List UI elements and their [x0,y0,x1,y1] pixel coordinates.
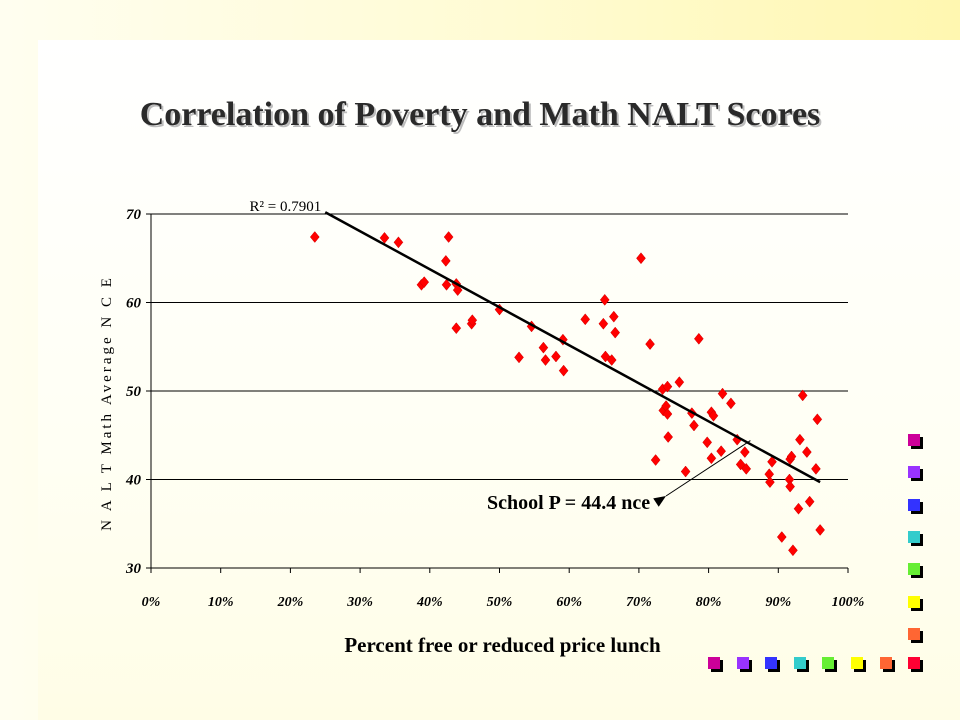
decor-square [908,563,920,576]
decor-square [908,595,920,608]
decor-square [908,498,920,511]
data-point [802,446,812,458]
decor-square [908,657,921,669]
data-point [680,465,691,478]
annotation-arrow-line [665,440,751,497]
decor-square [879,657,892,669]
chart-labels: 30 40 50 60 70 0% 10% 20% 30% 40% 50% 60% 70% 80% 90% 1… [99,199,864,657]
data-point [795,433,805,446]
data-point [451,322,462,335]
x-tick-label: 10% [208,595,234,610]
data-point [441,278,452,291]
grid-lines [151,213,848,569]
data-point [663,431,673,443]
y-axis-title: N A L T Math Average N C E [99,275,115,531]
y-tick-label: 70 [126,207,142,223]
data-point [606,354,617,366]
data-points [309,231,825,557]
chart-title: Correlation of Poverty and Math NALT Sco… [139,96,821,133]
data-point [776,531,787,543]
x-tick-label: 50% [487,595,513,610]
x-axis-title: Percent free or reduced price lunch [344,633,661,657]
data-point [708,409,719,422]
x-tick-label: 30% [346,595,373,610]
data-point [452,284,463,297]
data-point [717,387,728,400]
data-point [538,341,549,354]
data-point [599,293,610,306]
x-tick-label: 100% [832,595,865,610]
data-point [441,255,451,267]
x-tick-label: 80% [696,595,722,610]
data-point [598,317,609,330]
decor-square [736,657,749,669]
data-point [662,380,673,393]
data-point [786,450,797,463]
data-point [309,231,320,243]
data-point [551,350,561,363]
decor-square [822,657,835,669]
decor-square [765,657,778,669]
data-point [467,314,478,327]
annotation-arrow-head [653,496,666,507]
data-point [650,454,661,466]
data-point [674,376,685,389]
data-point [610,326,621,339]
data-point [741,462,752,475]
x-tick-label: 20% [277,595,304,610]
chart-axes [146,213,849,573]
trendline-group [324,211,821,484]
data-point [793,502,804,515]
y-tick-label: 60 [126,296,142,312]
data-point [716,445,726,458]
y-tick-label: 30 [125,561,142,577]
data-point [694,332,704,345]
decor-square [908,466,920,479]
decor-square [851,657,863,669]
x-tick-label: 90% [765,595,791,610]
data-point [540,354,551,366]
decor-square [708,657,720,669]
decor-square [793,657,806,669]
data-point [580,313,591,326]
data-point [393,236,404,249]
x-tick-label: 0% [142,595,161,610]
data-point [765,476,775,489]
r-squared-label: R² = 0.7901 [250,199,322,215]
data-point [662,408,673,420]
data-point [608,310,619,323]
x-tick-label: 70% [626,595,652,610]
data-point [419,276,430,289]
trendline [324,211,821,484]
x-tick-label: 60% [556,595,582,610]
data-point [443,231,454,243]
data-point [812,413,823,426]
data-point [706,452,717,465]
y-tick-label: 40 [125,473,142,489]
decor-square [908,434,920,446]
data-point [645,338,655,350]
data-point [689,419,699,432]
x-tick-label: 40% [416,595,443,610]
data-point [797,389,808,402]
data-point [558,364,569,377]
data-point [815,524,825,536]
data-point [740,446,750,458]
school-annotation: School P = 44.4 nce [487,492,650,514]
slide-panel [38,40,960,720]
data-point [767,455,777,468]
data-point [811,462,821,475]
data-point [702,436,713,449]
decor-square [908,530,920,543]
data-point [514,351,524,364]
data-point [726,397,736,410]
data-point [785,480,795,493]
y-tick-label: 50 [126,384,142,400]
data-point [636,252,646,265]
decor-square [908,627,920,640]
data-point [788,544,798,557]
data-point [804,495,815,508]
